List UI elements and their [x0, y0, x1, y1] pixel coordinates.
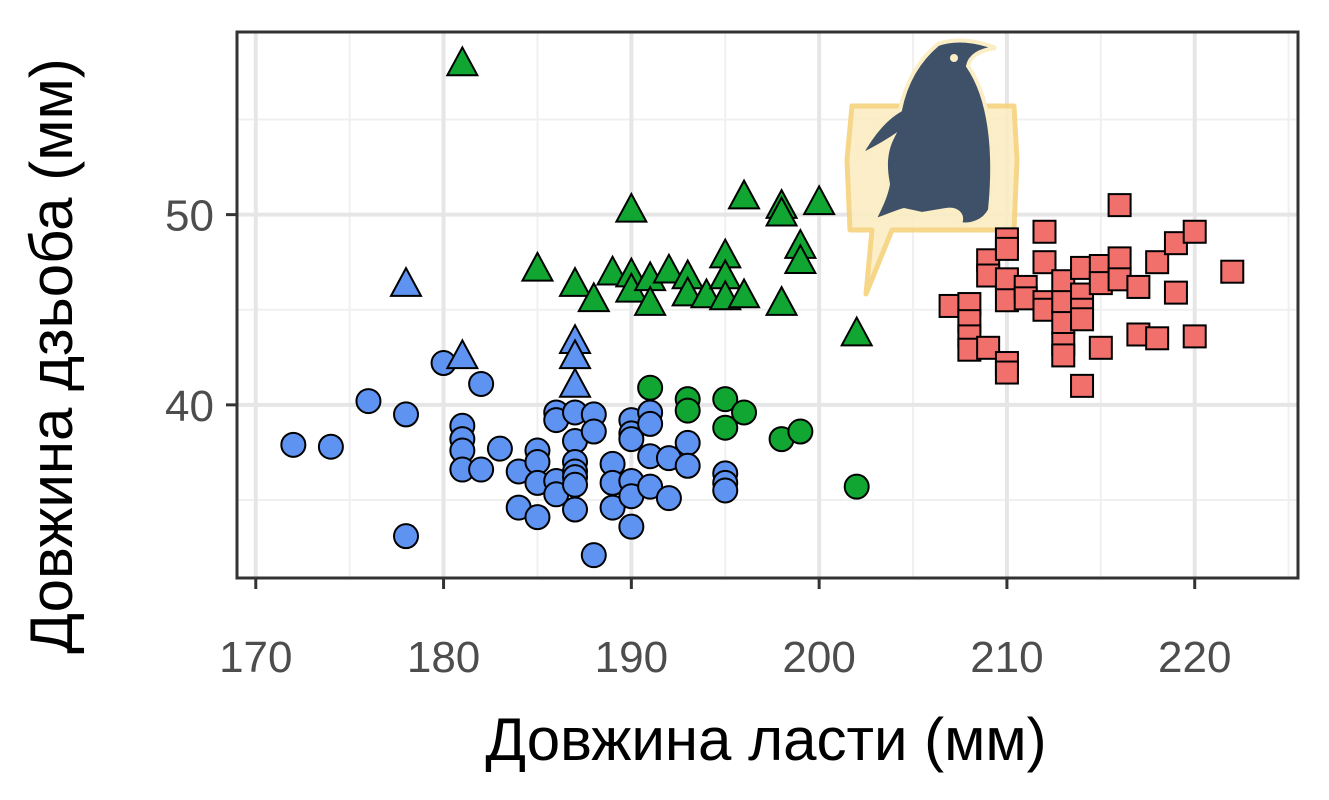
data-point-circle — [618, 513, 645, 540]
data-point-triangle — [558, 266, 592, 297]
data-point-square — [1107, 193, 1132, 218]
data-point-square — [1220, 259, 1245, 284]
data-point-square — [994, 360, 1019, 385]
data-point-square — [994, 236, 1019, 261]
x-tick-label: 220 — [1158, 633, 1231, 682]
plot-frame — [235, 30, 1300, 580]
data-point-circle — [712, 414, 739, 441]
data-point-triangle — [520, 250, 555, 282]
x-tick-label: 180 — [407, 633, 480, 682]
data-point-triangle — [764, 285, 799, 316]
plot-border — [235, 30, 1300, 580]
data-point-circle — [731, 399, 758, 426]
plot-background — [237, 32, 1298, 578]
data-point-square — [1126, 274, 1151, 299]
data-point-triangle — [633, 285, 667, 316]
data-point-triangle — [783, 243, 818, 275]
x-tick-label: 170 — [219, 633, 292, 682]
x-axis: 170 180 190 200 210 220 — [219, 578, 1231, 682]
data-point-circle — [393, 523, 420, 550]
data-point-circle — [562, 496, 589, 523]
data-point-circle — [674, 452, 701, 479]
data-point-circle — [562, 471, 589, 498]
data-point-square — [1145, 326, 1170, 351]
data-point-circle — [280, 431, 307, 458]
data-point-circle — [599, 494, 626, 521]
data-point-triangle — [577, 281, 611, 313]
data-point-circle — [317, 433, 344, 460]
data-point-square — [1163, 280, 1188, 305]
data-point-triangle — [840, 315, 874, 347]
data-point-triangle — [764, 195, 799, 227]
data-point-circle — [674, 429, 701, 456]
data-point-circle — [674, 397, 701, 424]
data-point-circle — [393, 401, 420, 428]
data-point-square — [1032, 250, 1057, 275]
data-point-circle — [787, 418, 814, 445]
data-point-circle — [468, 456, 495, 483]
data-point-circle — [355, 388, 382, 415]
data-point-circle — [580, 542, 607, 569]
data-point-circle — [843, 473, 870, 500]
data-point-circle — [524, 504, 551, 531]
data-point-triangle — [727, 277, 761, 309]
plot-area — [237, 32, 1298, 578]
data-point-square — [1032, 219, 1057, 244]
data-point-circle — [655, 485, 682, 512]
x-tick-label: 210 — [970, 633, 1043, 682]
data-point-triangle — [614, 191, 649, 223]
y-axis-title: Довжина дзьоба (мм) — [18, 58, 85, 653]
data-point-circle — [637, 410, 664, 437]
data-point-triangle — [445, 338, 480, 370]
data-point-square — [1107, 246, 1132, 271]
data-point-circle — [618, 426, 645, 453]
data-point-circle — [712, 477, 739, 504]
x-tick-label: 200 — [782, 633, 855, 682]
data-point-circle — [637, 473, 664, 500]
x-axis-title: Довжина ласти (мм) — [485, 706, 1046, 773]
data-point-square — [1182, 324, 1207, 349]
data-point-triangle — [389, 266, 423, 297]
x-tick-label: 190 — [595, 633, 668, 682]
data-point-circle — [580, 418, 607, 445]
data-point-square — [1070, 307, 1095, 332]
data-point-triangle — [802, 184, 836, 216]
data-point-triangle — [652, 252, 686, 284]
y-axis: 40 50 — [165, 192, 237, 431]
data-point-circle — [637, 374, 664, 401]
data-point-square — [976, 335, 1001, 360]
data-point-square — [1145, 250, 1170, 275]
data-point-square — [1088, 335, 1113, 360]
data-point-circle — [468, 370, 495, 397]
data-point-square — [1051, 343, 1076, 368]
data-point-triangle — [727, 178, 761, 210]
data-point-square — [1182, 219, 1207, 244]
y-tick-label: 40 — [165, 382, 214, 431]
y-tick-label: 50 — [165, 192, 214, 241]
data-point-circle — [712, 386, 739, 413]
data-point-triangle — [445, 45, 480, 77]
data-point-square — [1070, 373, 1095, 398]
data-point-circle — [486, 435, 513, 462]
penguin-mascot-icon — [844, 38, 1020, 297]
data-points — [280, 45, 1245, 569]
data-point-triangle — [558, 366, 592, 398]
